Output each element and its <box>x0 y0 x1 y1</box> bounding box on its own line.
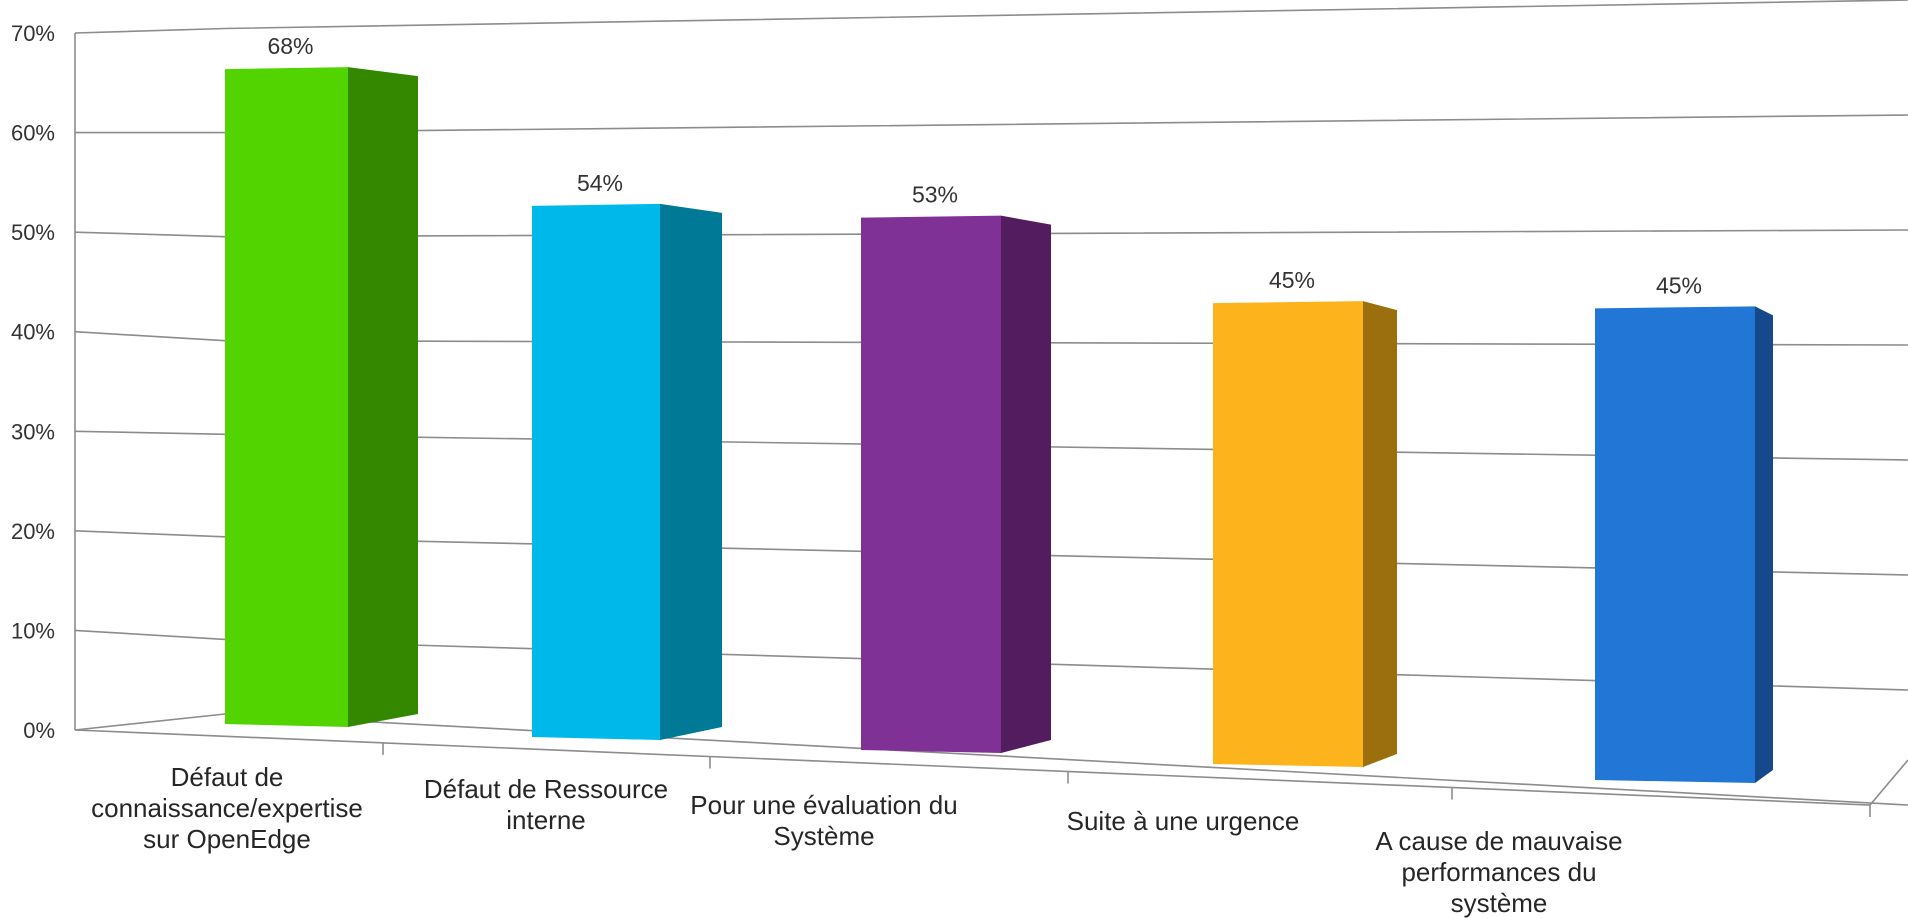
bar <box>861 215 1001 753</box>
bar-side <box>1363 301 1397 767</box>
data-labels: 68% 54% 53% 45% 45% <box>267 33 1702 298</box>
bar-side <box>660 203 722 741</box>
y-tick-label: 0% <box>23 718 55 743</box>
data-label: 45% <box>1656 272 1702 298</box>
category-label: Suite à une urgence <box>1067 806 1300 836</box>
y-tick-label: 70% <box>11 21 55 46</box>
category-label: A cause de mauvaise performances du systèm… <box>1375 826 1622 918</box>
axes <box>74 33 1908 817</box>
data-label: 53% <box>912 182 958 208</box>
bar-side <box>348 67 418 727</box>
data-label: 45% <box>1269 267 1315 293</box>
y-tick-label: 10% <box>11 618 55 643</box>
bar <box>1213 301 1363 767</box>
y-tick-label: 50% <box>11 220 55 245</box>
data-label: 68% <box>267 33 313 59</box>
category-label: Défaut de connaissance/expertise sur OpenE… <box>91 762 363 854</box>
bar <box>532 203 660 741</box>
y-axis-tick-labels: 0% 10% 20% 30% 40% 50% 60% 70% <box>11 21 55 743</box>
y-tick-label: 30% <box>11 419 55 444</box>
y-tick-label: 60% <box>11 121 55 146</box>
category-label: Défaut de Ressource interne <box>424 774 668 835</box>
data-label: 54% <box>577 170 623 196</box>
y-tick-label: 40% <box>11 320 55 345</box>
bars <box>225 67 1773 783</box>
x-axis-category-labels: Défaut de connaissance/expertise sur OpenE… <box>91 762 1622 918</box>
bar <box>225 67 348 727</box>
bar-side <box>1755 306 1773 783</box>
category-label: Pour une évaluation du Système <box>690 790 957 851</box>
bar <box>1595 306 1755 783</box>
y-tick-label: 20% <box>11 519 55 544</box>
bar-side <box>1001 215 1051 753</box>
gridline <box>74 0 1908 34</box>
